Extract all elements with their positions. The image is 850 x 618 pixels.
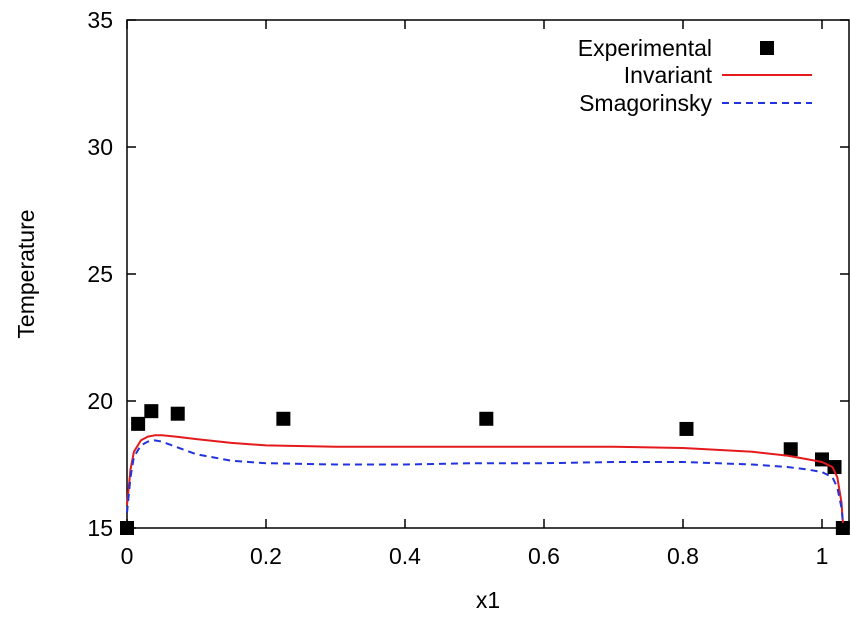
x-tick-label: 0.6 bbox=[528, 543, 560, 569]
series-line-invariant bbox=[126, 434, 844, 523]
data-point-experimental bbox=[679, 421, 694, 436]
data-point-experimental bbox=[479, 411, 494, 426]
x-tick-label: 0.8 bbox=[667, 543, 699, 569]
y-tick-label: 15 bbox=[87, 515, 113, 541]
y-tick-label: 35 bbox=[87, 7, 113, 33]
data-point-experimental bbox=[276, 411, 291, 426]
data-point-experimental bbox=[835, 521, 850, 535]
x-tick-label: 0.4 bbox=[389, 543, 421, 569]
y-tick-label: 25 bbox=[87, 261, 113, 287]
series-line-smagorinsky bbox=[126, 439, 844, 523]
x-tick-label: 1 bbox=[816, 543, 829, 569]
data-point-experimental bbox=[170, 406, 185, 421]
data-point-experimental bbox=[144, 404, 159, 419]
legend-label-invariant: Invariant bbox=[624, 62, 713, 88]
y-axis-label: Temperature bbox=[13, 209, 39, 338]
y-tick-label: 30 bbox=[87, 134, 113, 160]
series-layer bbox=[120, 404, 850, 535]
y-tick-label: 20 bbox=[87, 388, 113, 414]
x-tick-label: 0.2 bbox=[250, 543, 282, 569]
legend-label-smagorinsky: Smagorinsky bbox=[579, 90, 712, 116]
data-point-experimental bbox=[783, 442, 798, 457]
legend-swatch-experimental bbox=[760, 41, 774, 55]
legend-label-experimental: Experimental bbox=[578, 35, 712, 61]
x-tick-label: 0 bbox=[121, 543, 134, 569]
x-axis-label: x1 bbox=[476, 587, 500, 613]
data-point-experimental bbox=[131, 416, 146, 431]
data-point-experimental bbox=[120, 521, 134, 535]
data-point-experimental bbox=[827, 460, 842, 475]
axis-ticks: 15 20 25 30 35 0 0.2 0.4 0.6 0.8 1 bbox=[87, 7, 849, 569]
